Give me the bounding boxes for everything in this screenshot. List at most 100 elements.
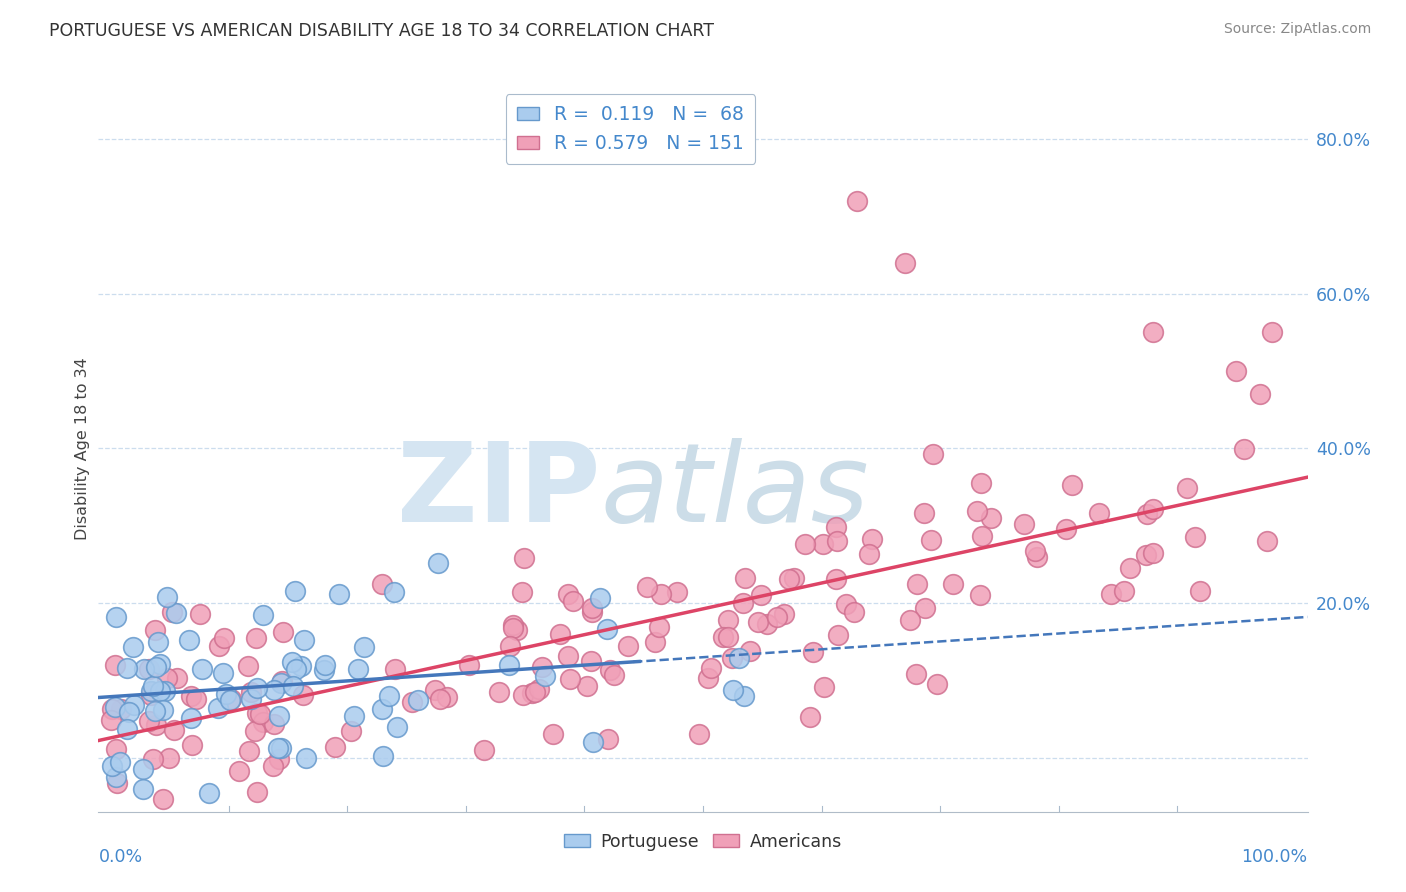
Point — [138, 662, 160, 676]
Point — [579, 654, 602, 668]
Point — [104, 770, 127, 784]
Point — [1184, 530, 1206, 544]
Point — [1233, 442, 1256, 456]
Point — [252, 607, 274, 622]
Point — [1088, 507, 1111, 521]
Point — [801, 644, 824, 658]
Point — [180, 689, 202, 703]
Point — [371, 748, 394, 763]
Point — [284, 661, 307, 675]
Point — [522, 685, 544, 699]
Point — [599, 663, 621, 677]
Point — [212, 666, 235, 681]
Point — [246, 785, 269, 799]
Point — [343, 708, 366, 723]
Point — [920, 533, 942, 548]
Point — [384, 662, 406, 676]
Point — [110, 755, 132, 769]
Point — [101, 702, 124, 716]
Point — [156, 671, 179, 685]
Point — [118, 705, 141, 719]
Point — [124, 698, 146, 712]
Point — [214, 631, 236, 645]
Point — [152, 792, 174, 806]
Point — [312, 663, 335, 677]
Point — [717, 630, 740, 644]
Y-axis label: Disability Age 18 to 34: Disability Age 18 to 34 — [75, 357, 90, 540]
Point — [328, 587, 350, 601]
Point — [181, 739, 204, 753]
Point — [734, 571, 756, 585]
Point — [401, 695, 423, 709]
Point — [498, 658, 520, 673]
Point — [427, 556, 450, 570]
Point — [238, 744, 260, 758]
Point — [733, 689, 755, 703]
Point — [751, 588, 773, 602]
Point — [512, 584, 534, 599]
Point — [186, 692, 208, 706]
Point — [1225, 364, 1247, 378]
Point — [860, 532, 883, 546]
Point — [727, 651, 749, 665]
Point — [263, 759, 285, 773]
Point — [1261, 325, 1284, 339]
Point — [755, 617, 778, 632]
Point — [156, 590, 179, 604]
Point — [912, 506, 935, 520]
Point — [152, 703, 174, 717]
Point — [617, 639, 640, 653]
Point — [1135, 548, 1157, 562]
Point — [783, 571, 806, 585]
Point — [813, 680, 835, 694]
Point — [271, 673, 294, 688]
Point — [249, 707, 271, 722]
Point — [267, 740, 290, 755]
Text: 100.0%: 100.0% — [1241, 848, 1308, 866]
Point — [825, 520, 848, 534]
Point — [269, 709, 291, 723]
Point — [314, 658, 336, 673]
Point — [966, 504, 988, 518]
Legend: Portuguese, Americans: Portuguese, Americans — [557, 826, 849, 857]
Point — [799, 710, 821, 724]
Point — [603, 668, 626, 682]
Point — [270, 676, 292, 690]
Point — [502, 617, 524, 632]
Point — [138, 714, 160, 728]
Point — [825, 572, 848, 586]
Point — [700, 661, 723, 675]
Point — [240, 685, 263, 699]
Point — [218, 692, 240, 706]
Point — [219, 692, 242, 706]
Point — [238, 658, 260, 673]
Point — [105, 776, 128, 790]
Point — [207, 639, 229, 653]
Point — [190, 662, 212, 676]
Point — [104, 609, 127, 624]
Point — [115, 722, 138, 736]
Point — [488, 685, 510, 699]
Point — [163, 723, 186, 737]
Point — [346, 663, 368, 677]
Point — [141, 683, 163, 698]
Point — [905, 666, 928, 681]
Point — [215, 687, 238, 701]
Point — [166, 672, 188, 686]
Point — [323, 739, 346, 754]
Point — [406, 692, 429, 706]
Point — [436, 690, 458, 705]
Point — [246, 681, 269, 695]
Point — [969, 588, 991, 602]
Point — [527, 681, 550, 696]
Point — [148, 657, 170, 671]
Point — [523, 685, 546, 699]
Point — [1099, 587, 1122, 601]
Point — [180, 711, 202, 725]
Text: atlas: atlas — [600, 438, 869, 545]
Point — [1175, 481, 1198, 495]
Point — [160, 606, 183, 620]
Point — [110, 702, 132, 716]
Point — [101, 759, 124, 773]
Point — [387, 720, 409, 734]
